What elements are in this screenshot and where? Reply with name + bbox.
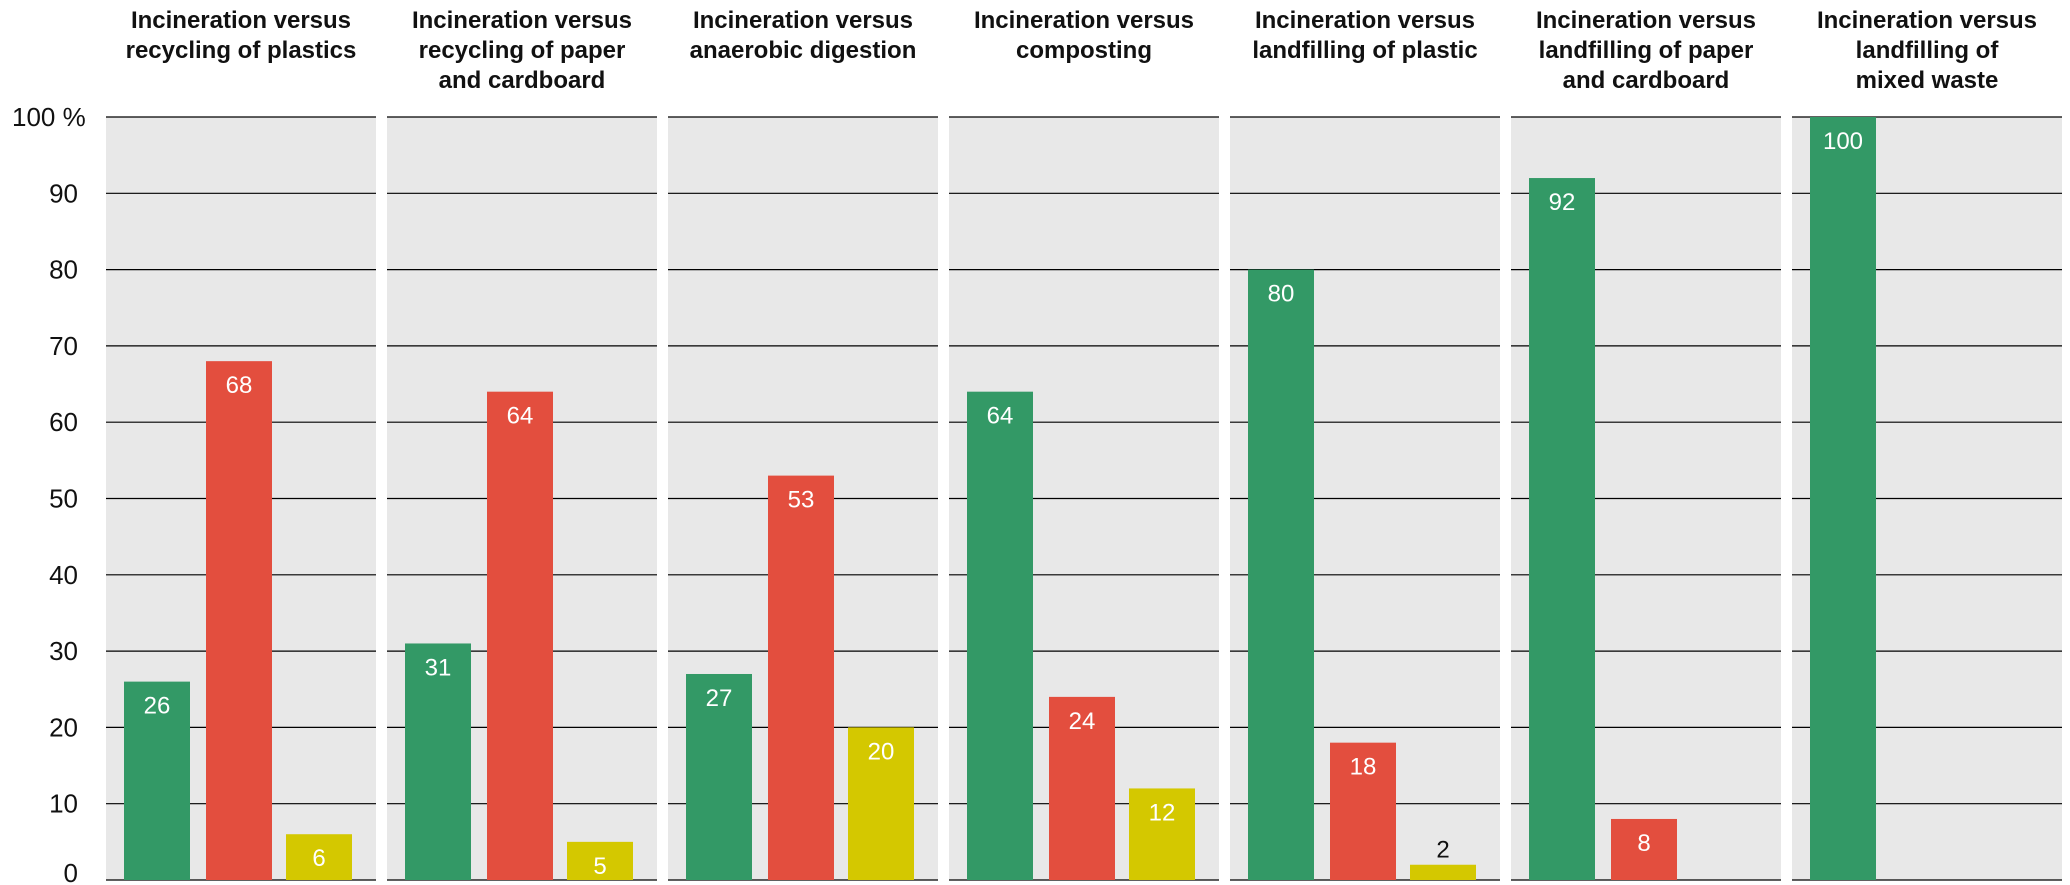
bar-value-label: 24 [1069,708,1096,735]
bar-value-label: 20 [868,738,895,765]
bar-red [487,391,553,880]
bar-value-label: 6 [312,845,325,872]
chart-panels: Incineration versus recycling of plastics… [106,7,2062,881]
panel-title-line: Incineration versus [1536,7,1756,34]
bar-value-label: 68 [226,372,253,399]
bar-yellow [848,727,914,880]
panel-title-line: and cardboard [439,67,606,94]
bar-yellow [286,834,352,880]
bar-value-label: 53 [788,487,815,514]
panel-title: Incineration versus recycling of paper and… [412,7,632,94]
bar-green [1248,269,1314,881]
panel-title-line: anaerobic digestion [690,37,917,64]
y-tick-label: 60 [49,407,78,437]
bar-value-label: 27 [706,685,733,712]
panel-title-line: Incineration versus [1817,7,2037,34]
panel-title: Incineration versus landfilling of mixed w… [1817,7,2037,94]
panel-title: Incineration versus composting [974,7,1194,64]
panel-title-line: composting [1016,37,1152,64]
bar-green [1810,117,1876,880]
chart-panel: Incineration versus recycling of paper and… [387,7,657,881]
bar-value-label: 80 [1268,281,1295,308]
panel-title-line: landfilling of plastic [1252,37,1477,64]
y-tick-label: 10 [49,789,78,819]
y-tick-label: 50 [49,484,78,514]
bar-green [405,643,471,880]
y-tick-label: 100 % [12,102,86,132]
bar-red [206,361,272,880]
bar-value-label: 2 [1436,837,1449,864]
bar-red [768,475,834,880]
bar-value-label: 12 [1149,799,1176,826]
bar-green [124,681,190,880]
chart-panel: Incineration versus recycling of plastics… [106,7,376,881]
panel-title-line: recycling of plastics [126,37,357,64]
panel-title: Incineration versus landfilling of plasti… [1252,7,1477,64]
bar-red [1330,742,1396,880]
bar-green [686,673,752,880]
y-tick-label: 90 [49,178,78,208]
chart-panel: Incineration versus landfilling of paper a… [1511,7,1781,881]
bar-value-label: 5 [593,853,606,880]
bar-red [1049,696,1115,880]
chart-panel: Incineration versus composting 64 24 12 [949,7,1219,881]
panel-title-line: mixed waste [1856,67,1999,94]
bar-value-label: 64 [507,403,534,430]
panel-title-line: Incineration versus [412,7,632,34]
y-tick-label: 20 [49,712,78,742]
y-axis: 0 10 20 30 40 50 60 70 80 90 100 % [12,102,86,885]
y-tick-label: 40 [49,560,78,590]
panel-title-line: recycling of paper [419,37,626,64]
y-tick-label: 80 [49,255,78,285]
bar-green [1529,178,1595,881]
y-tick-label: 70 [49,331,78,361]
panel-title: Incineration versus anaerobic digestion [690,7,917,64]
panel-title-line: landfilling of paper [1539,37,1754,64]
chart-panel: Incineration versus anaerobic digestion 27… [668,7,938,881]
bar-value-label: 26 [144,693,171,720]
chart-panel: Incineration versus landfilling of mixed w… [1792,7,2062,881]
panel-title-line: Incineration versus [974,7,1194,34]
panel-title-line: and cardboard [1563,67,1730,94]
panel-title-line: Incineration versus [1255,7,1475,34]
bar-value-label: 100 [1823,128,1863,155]
bar-red [1611,818,1677,880]
y-tick-label: 30 [49,636,78,666]
panel-title: Incineration versus recycling of plastics [126,7,357,64]
panel-title-line: Incineration versus [131,7,351,34]
panel-title-line: landfilling of [1856,37,2000,64]
panel-title-line: Incineration versus [693,7,913,34]
bar-yellow [1129,788,1195,880]
bar-value-label: 92 [1549,189,1576,216]
y-tick-label: 0 [64,858,78,885]
bar-green [967,391,1033,880]
bar-yellow [1410,864,1476,880]
bar-value-label: 31 [425,654,452,681]
bar-yellow [567,841,633,880]
bar-value-label: 8 [1637,830,1650,857]
bar-value-label: 18 [1350,754,1377,781]
chart-panel: Incineration versus landfilling of plasti… [1230,7,1500,881]
panel-title: Incineration versus landfilling of paper a… [1536,7,1756,94]
bar-value-label: 64 [987,403,1014,430]
